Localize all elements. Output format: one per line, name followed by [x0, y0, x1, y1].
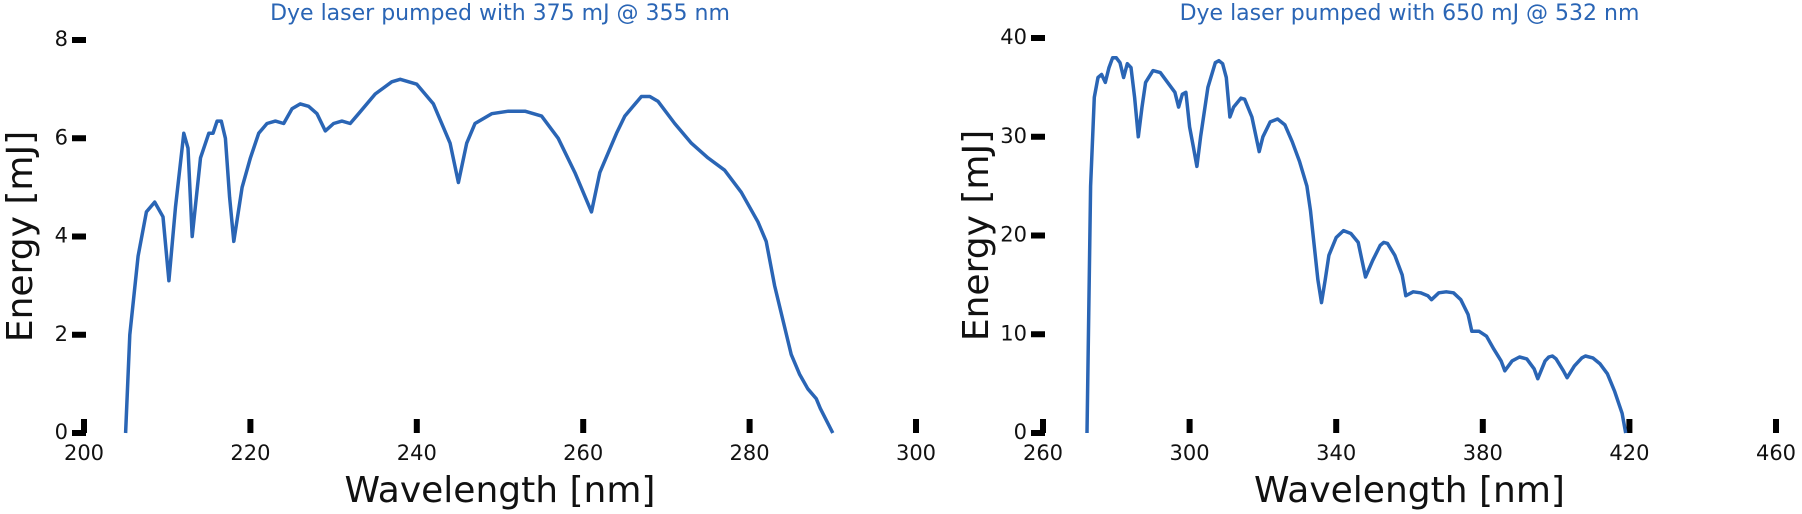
- x-tick-label: 260: [1023, 441, 1063, 465]
- x-tick-label: 240: [397, 441, 437, 465]
- y-tick-label: 20: [1000, 223, 1027, 247]
- x-tick-label: 260: [563, 441, 603, 465]
- x-tick-label: 380: [1463, 441, 1503, 465]
- y-tick-label: 40: [1000, 25, 1027, 49]
- y-tick-label: 4: [55, 224, 68, 248]
- chart-title: Dye laser pumped with 375 mJ @ 355 nm: [270, 1, 730, 26]
- x-tick-label: 220: [230, 441, 270, 465]
- x-tick-label: 300: [1170, 441, 1210, 465]
- x-tick-label: 460: [1756, 441, 1796, 465]
- y-axis-label: Energy [mJ]: [956, 130, 997, 341]
- x-axis-label: Wavelength [nm]: [345, 470, 656, 511]
- x-tick-label: 300: [896, 441, 936, 465]
- y-tick-label: 10: [1000, 321, 1027, 345]
- y-tick-label: 0: [1014, 420, 1027, 444]
- x-tick-label: 280: [730, 441, 770, 465]
- y-tick-label: 6: [55, 125, 68, 149]
- x-tick-label: 200: [64, 441, 104, 465]
- y-tick-label: 0: [55, 420, 68, 444]
- chart-title: Dye laser pumped with 650 mJ @ 532 nm: [1180, 1, 1640, 26]
- x-tick-label: 420: [1609, 441, 1649, 465]
- x-axis-label: Wavelength [nm]: [1254, 470, 1565, 511]
- y-tick-label: 2: [55, 322, 68, 346]
- data-line: [1085, 56, 1628, 434]
- y-tick-label: 8: [55, 27, 68, 51]
- y-axis-label: Energy [mJ]: [0, 131, 41, 342]
- x-tick-label: 340: [1316, 441, 1356, 465]
- data-line: [123, 77, 835, 434]
- y-tick-label: 30: [1000, 124, 1027, 148]
